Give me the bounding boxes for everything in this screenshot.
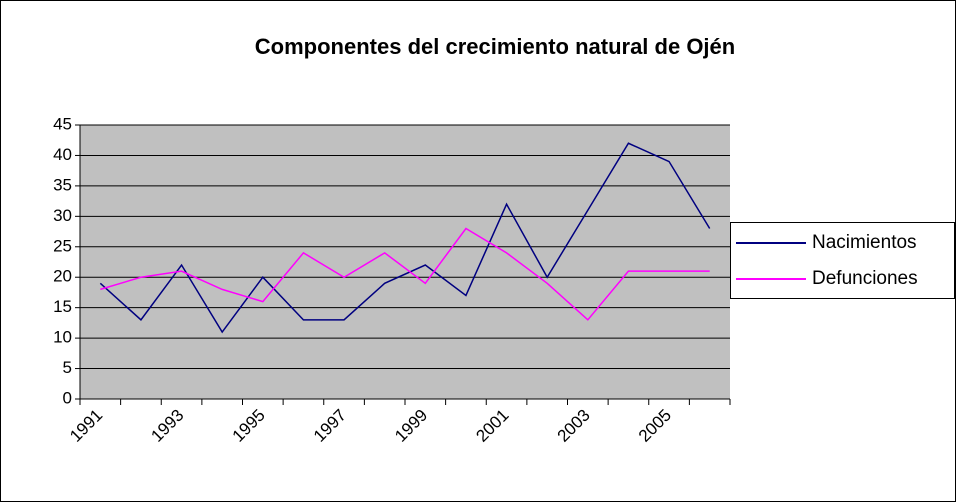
y-tick-label: 40 <box>53 145 72 164</box>
y-tick-label: 10 <box>53 328 72 347</box>
legend-label: Nacimientos <box>812 232 917 253</box>
y-tick-label: 0 <box>63 388 72 407</box>
legend-label: Defunciones <box>812 268 918 289</box>
series-line <box>99 142 711 334</box>
series-line <box>100 227 710 321</box>
y-tick-label: 45 <box>53 114 72 133</box>
y-tick-label: 35 <box>53 175 72 194</box>
chart-title: Componentes del crecimiento natural de O… <box>255 34 735 59</box>
y-tick-label: 15 <box>53 297 72 316</box>
legend <box>730 222 955 299</box>
y-tick-label: 30 <box>53 206 72 225</box>
plot-background <box>80 125 730 399</box>
y-tick-label: 25 <box>53 236 72 255</box>
y-tick-label: 20 <box>53 267 72 286</box>
y-tick-label: 5 <box>63 358 72 377</box>
